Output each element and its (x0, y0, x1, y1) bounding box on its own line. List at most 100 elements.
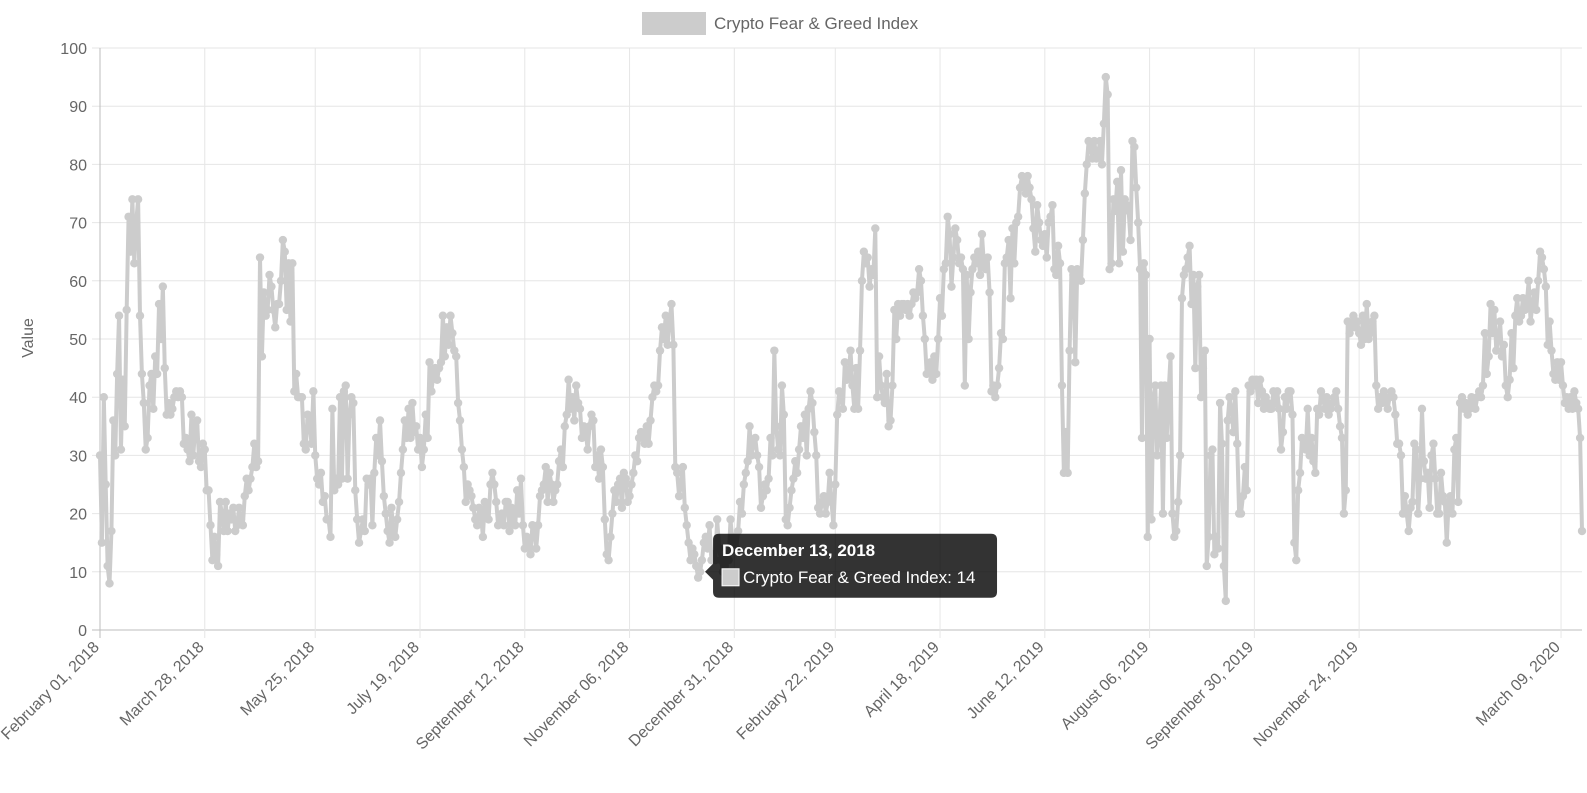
data-point (552, 480, 562, 489)
data-point (852, 363, 861, 373)
data-point (752, 451, 762, 460)
data-point (918, 311, 928, 320)
data-point (1057, 381, 1067, 390)
x-tick-label: November 24, 2019 (1251, 639, 1362, 750)
tooltip-body: Crypto Fear & Greed Index: 14 (743, 568, 975, 587)
data-point (1446, 491, 1455, 501)
data-point (297, 393, 307, 402)
data-point (1055, 259, 1065, 268)
data-point (391, 532, 400, 542)
y-tick-label: 10 (69, 565, 87, 582)
data-point (1103, 90, 1112, 99)
data-point (288, 259, 297, 268)
data-point (764, 474, 773, 483)
data-point (442, 323, 451, 332)
data-point (343, 474, 352, 483)
y-tick-label: 0 (78, 623, 87, 640)
data-point (1025, 183, 1034, 192)
data-point (994, 363, 1004, 373)
data-point (653, 381, 663, 390)
data-point (1137, 433, 1147, 443)
data-point (1145, 334, 1154, 344)
data-point (564, 375, 573, 384)
data-point (103, 561, 112, 571)
x-tick-label: November 06, 2018 (521, 639, 632, 750)
data-point (1339, 509, 1349, 518)
data-point (779, 410, 789, 419)
y-tick-label: 60 (69, 274, 87, 291)
data-point (234, 503, 244, 512)
data-point (116, 445, 126, 454)
data-point (1149, 393, 1158, 402)
legend-label[interactable]: Crypto Fear & Greed Index (714, 14, 919, 33)
x-tick-label: June 12, 2019 (964, 639, 1048, 723)
data-point (282, 305, 291, 315)
data-point (326, 532, 335, 542)
data-point (808, 398, 817, 408)
data-point (1130, 142, 1139, 152)
data-point (1147, 515, 1156, 524)
data-point (453, 398, 463, 408)
data-point (1303, 404, 1312, 414)
data-point (916, 276, 926, 285)
data-point (1116, 166, 1126, 175)
data-point (570, 416, 579, 425)
data-point (798, 433, 808, 443)
data-point (844, 369, 853, 379)
data-point (701, 532, 710, 542)
data-point (1143, 532, 1152, 542)
data-point (829, 521, 838, 530)
data-point (1471, 404, 1480, 414)
data-point (1366, 328, 1375, 338)
data-point (977, 230, 987, 239)
data-point (1396, 451, 1406, 460)
data-point (678, 462, 688, 472)
x-axis: February 01, 2018 March 28, 2018 May 25, 2… (0, 639, 1564, 754)
data-point (423, 433, 432, 443)
data-point (351, 486, 360, 495)
data-point (665, 317, 674, 326)
data-point (1071, 358, 1080, 367)
data-point (118, 375, 128, 384)
data-point (1558, 381, 1568, 390)
data-point (1139, 259, 1149, 268)
data-point (1354, 328, 1364, 338)
data-point (1181, 264, 1190, 274)
data-point (726, 515, 735, 524)
data-point (1255, 375, 1265, 384)
data-point (452, 352, 461, 361)
data-point (1124, 206, 1133, 216)
data-point (871, 224, 880, 233)
data-point (1204, 532, 1213, 542)
data-point (1436, 468, 1446, 478)
y-tick-label: 30 (69, 448, 87, 465)
data-point (1478, 381, 1488, 390)
data-point (1183, 253, 1192, 262)
data-point (1158, 509, 1168, 518)
data-point (130, 259, 139, 268)
data-point (1547, 346, 1556, 355)
data-point (105, 579, 114, 588)
data-point (1442, 538, 1451, 547)
data-point (210, 532, 219, 542)
data-point (832, 410, 842, 419)
data-point (488, 468, 497, 478)
data-point (1309, 457, 1318, 466)
data-point (806, 387, 815, 396)
data-point (762, 486, 771, 495)
data-point (1322, 393, 1331, 402)
data-point (446, 311, 455, 320)
data-point (200, 445, 209, 454)
data-point (516, 474, 526, 483)
data-point (1093, 148, 1103, 157)
data-point (257, 352, 267, 361)
data-point (777, 381, 787, 390)
legend-swatch[interactable] (642, 12, 706, 35)
legend[interactable]: Crypto Fear & Greed Index (642, 12, 919, 35)
data-point (566, 404, 575, 414)
data-point (1507, 328, 1516, 338)
data-point (1452, 433, 1461, 443)
data-point (141, 445, 150, 454)
data-point (1168, 509, 1177, 518)
